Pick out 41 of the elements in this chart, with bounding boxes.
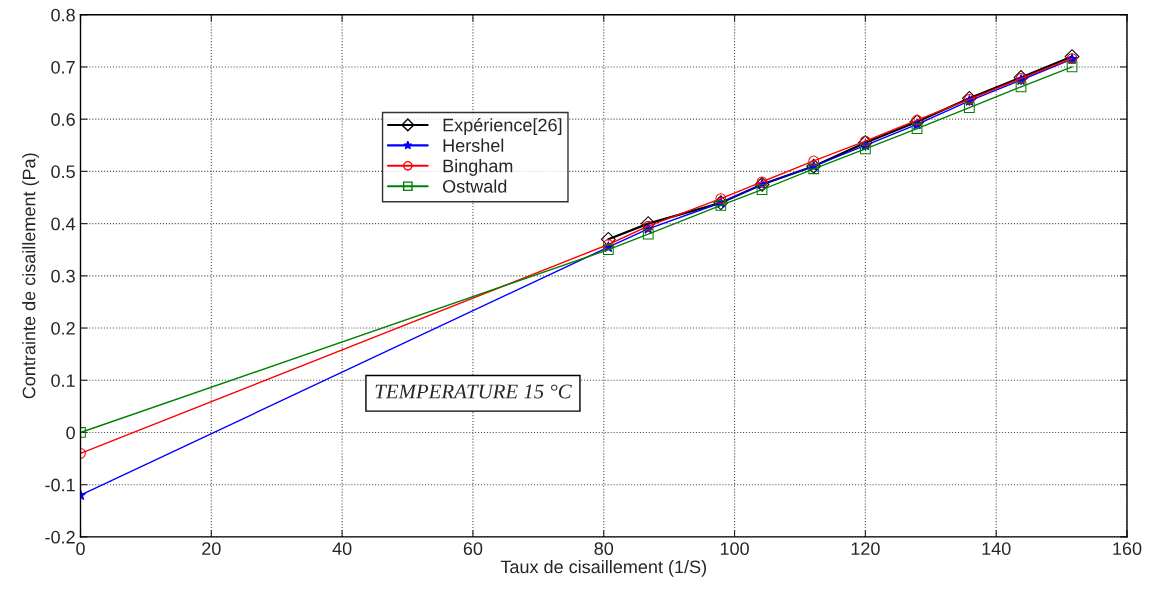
point xyxy=(808,155,820,167)
y-tick-label: -0.2 xyxy=(45,530,75,544)
y-tick-label: 0.7 xyxy=(51,60,75,74)
y-tick-label: 0.5 xyxy=(51,165,75,179)
x-tick-label: 80 xyxy=(594,542,614,556)
point xyxy=(859,143,871,155)
point xyxy=(715,193,727,204)
x-tick-label: 0 xyxy=(76,542,85,556)
x-tick-label: 100 xyxy=(720,542,749,556)
x-tick-label: 120 xyxy=(851,542,880,556)
point xyxy=(911,114,923,126)
y-tick-label: 0 xyxy=(66,426,75,440)
point xyxy=(859,135,871,147)
legend-label: Expérience[26] xyxy=(443,117,562,135)
x-tick-label: 40 xyxy=(332,542,352,556)
annotation: TEMPERATURE 15 °C xyxy=(375,384,572,399)
x-tick-label: 160 xyxy=(1113,542,1142,556)
point xyxy=(642,228,654,240)
x-axis-title: Taux de cisaillement (1/S) xyxy=(500,559,706,577)
point xyxy=(756,184,768,196)
point xyxy=(600,231,616,247)
point xyxy=(1015,81,1027,93)
legend-label: Hershel xyxy=(443,138,504,152)
y-axis-title: Contrainte de cisaillement (Pa) xyxy=(22,153,39,399)
point xyxy=(1064,49,1080,64)
point xyxy=(1066,61,1078,73)
y-tick-label: -0.1 xyxy=(45,478,75,492)
x-tick-label: 20 xyxy=(202,542,221,556)
legend-label: Ostwald xyxy=(442,179,507,193)
point xyxy=(909,114,925,130)
y-tick-label: 0.4 xyxy=(51,217,76,231)
x-tick-label: 60 xyxy=(463,542,483,556)
y-tick-label: 0.8 xyxy=(51,8,75,22)
y-tick-label: 0.1 xyxy=(51,374,75,387)
x-tick-label: 140 xyxy=(982,542,1011,556)
y-tick-label: 0.2 xyxy=(51,321,75,335)
y-tick-label: 0.3 xyxy=(51,269,75,283)
legend-label: Bingham xyxy=(443,159,513,176)
point xyxy=(963,102,975,114)
point xyxy=(911,123,923,134)
y-tick-label: 0.6 xyxy=(51,113,75,126)
